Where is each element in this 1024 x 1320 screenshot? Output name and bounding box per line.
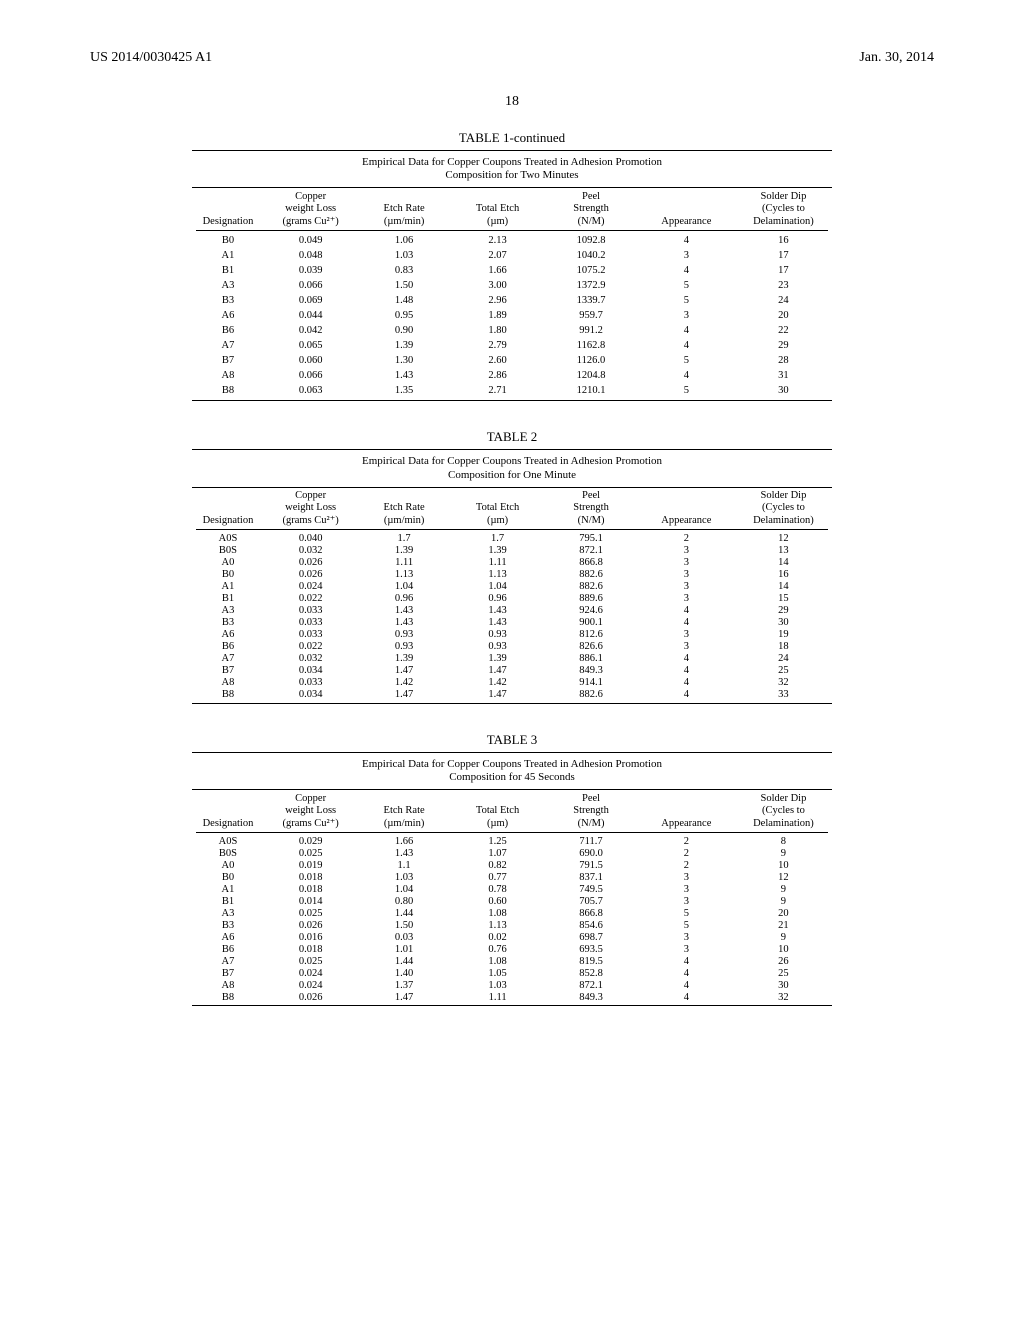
table-row: B0S0.0251.431.07690.029 [192, 847, 832, 859]
table2-block: TABLE 2 Empirical Data for Copper Coupon… [192, 429, 832, 703]
table-row: A60.0440.951.89959.7320 [192, 308, 832, 323]
table1-block: TABLE 1-continued Empirical Data for Cop… [192, 130, 832, 401]
table3-body: A0S0.0291.661.25711.728B0S0.0251.431.076… [192, 835, 832, 1003]
table-row: B80.0631.352.711210.1530 [192, 383, 832, 398]
table-row: B70.0341.471.47849.3425 [192, 665, 832, 677]
document-date: Jan. 30, 2014 [859, 50, 934, 66]
table-row: B00.0491.062.131092.8416 [192, 233, 832, 248]
table-row: A30.0661.503.001372.9523 [192, 278, 832, 293]
table-row: B00.0181.030.77837.1312 [192, 871, 832, 883]
table-row: B60.0220.930.93826.6318 [192, 641, 832, 653]
table-row: A70.0321.391.39886.1424 [192, 653, 832, 665]
table2-caption: Empirical Data for Copper Coupons Treate… [192, 452, 832, 484]
table-row: B30.0261.501.13854.6521 [192, 919, 832, 931]
table-row: A10.0181.040.78749.539 [192, 883, 832, 895]
table-row: B80.0261.471.11849.3432 [192, 991, 832, 1003]
table2-title: TABLE 2 [192, 429, 832, 445]
table2: CopperPeelSolder Dipweight LossEtch Rate… [192, 490, 832, 701]
table2-head: CopperPeelSolder Dipweight LossEtch Rate… [192, 490, 832, 533]
table1: CopperPeelSolder Dipweight LossEtch Rate… [192, 190, 832, 398]
table1-head: CopperPeelSolder Dipweight LossEtch Rate… [192, 190, 832, 233]
table-row: B0S0.0321.391.39872.1313 [192, 545, 832, 557]
table-row: B60.0420.901.80991.2422 [192, 323, 832, 338]
table-row: A60.0160.030.02698.739 [192, 931, 832, 943]
page: US 2014/0030425 A1 Jan. 30, 2014 18 TABL… [0, 0, 1024, 1320]
table-row: A00.0261.111.11866.8314 [192, 557, 832, 569]
table3-caption: Empirical Data for Copper Coupons Treate… [192, 755, 832, 787]
table1-caption: Empirical Data for Copper Coupons Treate… [192, 153, 832, 185]
table-row: B10.0390.831.661075.2417 [192, 263, 832, 278]
table-row: A0S0.0291.661.25711.728 [192, 835, 832, 847]
table3: CopperPeelSolder Dipweight LossEtch Rate… [192, 792, 832, 1003]
table2-body: A0S0.0401.71.7795.1212B0S0.0321.391.3987… [192, 533, 832, 701]
table-row: B70.0241.401.05852.8425 [192, 967, 832, 979]
table3-block: TABLE 3 Empirical Data for Copper Coupon… [192, 732, 832, 1006]
table-row: B30.0331.431.43900.1430 [192, 617, 832, 629]
table-row: B60.0181.010.76693.5310 [192, 943, 832, 955]
table-row: A80.0661.432.861204.8431 [192, 368, 832, 383]
table-row: A10.0241.041.04882.6314 [192, 581, 832, 593]
table-row: A0S0.0401.71.7795.1212 [192, 533, 832, 545]
table-row: A70.0251.441.08819.5426 [192, 955, 832, 967]
table1-body: B00.0491.062.131092.8416A10.0481.032.071… [192, 233, 832, 398]
table-row: B10.0220.960.96889.6315 [192, 593, 832, 605]
table-row: B70.0601.302.601126.0528 [192, 353, 832, 368]
table1-title: TABLE 1-continued [192, 130, 832, 146]
document-number: US 2014/0030425 A1 [90, 50, 212, 66]
table-row: A30.0331.431.43924.6429 [192, 605, 832, 617]
table-row: A00.0191.10.82791.5210 [192, 859, 832, 871]
table-row: B30.0691.482.961339.7524 [192, 293, 832, 308]
table-row: B80.0341.471.47882.6433 [192, 689, 832, 701]
page-header: US 2014/0030425 A1 Jan. 30, 2014 [90, 50, 934, 66]
table-row: B10.0140.800.60705.739 [192, 895, 832, 907]
table-row: A30.0251.441.08866.8520 [192, 907, 832, 919]
table-row: A70.0651.392.791162.8429 [192, 338, 832, 353]
table-row: A10.0481.032.071040.2317 [192, 248, 832, 263]
table-row: B00.0261.131.13882.6316 [192, 569, 832, 581]
table3-title: TABLE 3 [192, 732, 832, 748]
page-number: 18 [90, 94, 934, 110]
table-row: A60.0330.930.93812.6319 [192, 629, 832, 641]
table-row: A80.0241.371.03872.1430 [192, 979, 832, 991]
table3-head: CopperPeelSolder Dipweight LossEtch Rate… [192, 792, 832, 835]
table-row: A80.0331.421.42914.1432 [192, 677, 832, 689]
